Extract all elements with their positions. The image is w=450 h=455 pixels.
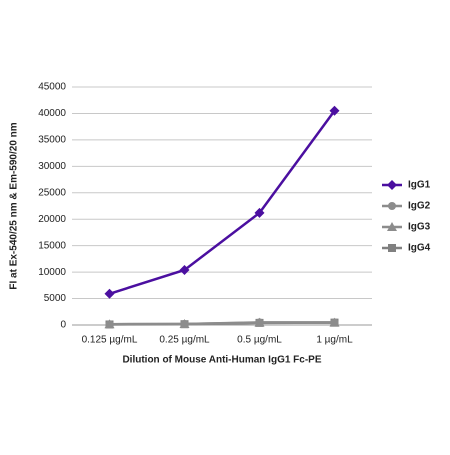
x-tick-label: 0.25 µg/mL <box>159 335 210 346</box>
marker <box>388 202 396 210</box>
marker <box>105 320 114 329</box>
legend-label: IgG1 <box>408 180 431 191</box>
y-tick-label: 35000 <box>38 135 66 146</box>
y-tick-label: 15000 <box>38 240 66 251</box>
marker <box>387 180 397 190</box>
y-tick-label: 40000 <box>38 108 66 119</box>
y-tick-label: 25000 <box>38 187 66 198</box>
marker <box>179 264 190 275</box>
marker <box>255 318 264 327</box>
x-axis-title: Dilution of Mouse Anti-Human IgG1 Fc-PE <box>122 355 321 366</box>
y-tick-label: 0 <box>60 320 66 331</box>
x-tick-label: 0.5 µg/mL <box>237 335 282 346</box>
y-tick-label: 45000 <box>38 82 66 93</box>
y-tick-label: 10000 <box>38 267 66 278</box>
series-line <box>109 110 336 295</box>
marker <box>329 105 340 116</box>
legend-label: IgG3 <box>408 222 431 233</box>
y-tick-label: 30000 <box>38 161 66 172</box>
series-line <box>109 321 335 326</box>
marker <box>388 244 396 252</box>
y-tick-label: 5000 <box>44 293 67 304</box>
marker <box>104 288 115 299</box>
y-axis-title: FI at Ex-540/25 nm & Em-590/20 nm <box>9 122 20 289</box>
legend-label: IgG4 <box>408 243 431 254</box>
x-tick-label: 0.125 µg/mL <box>82 335 138 346</box>
y-tick-label: 20000 <box>38 214 66 225</box>
marker <box>330 318 339 327</box>
marker <box>254 207 265 218</box>
marker <box>387 222 397 231</box>
legend-label: IgG2 <box>408 201 431 212</box>
x-tick-label: 1 µg/mL <box>316 335 353 346</box>
marker <box>180 319 189 328</box>
